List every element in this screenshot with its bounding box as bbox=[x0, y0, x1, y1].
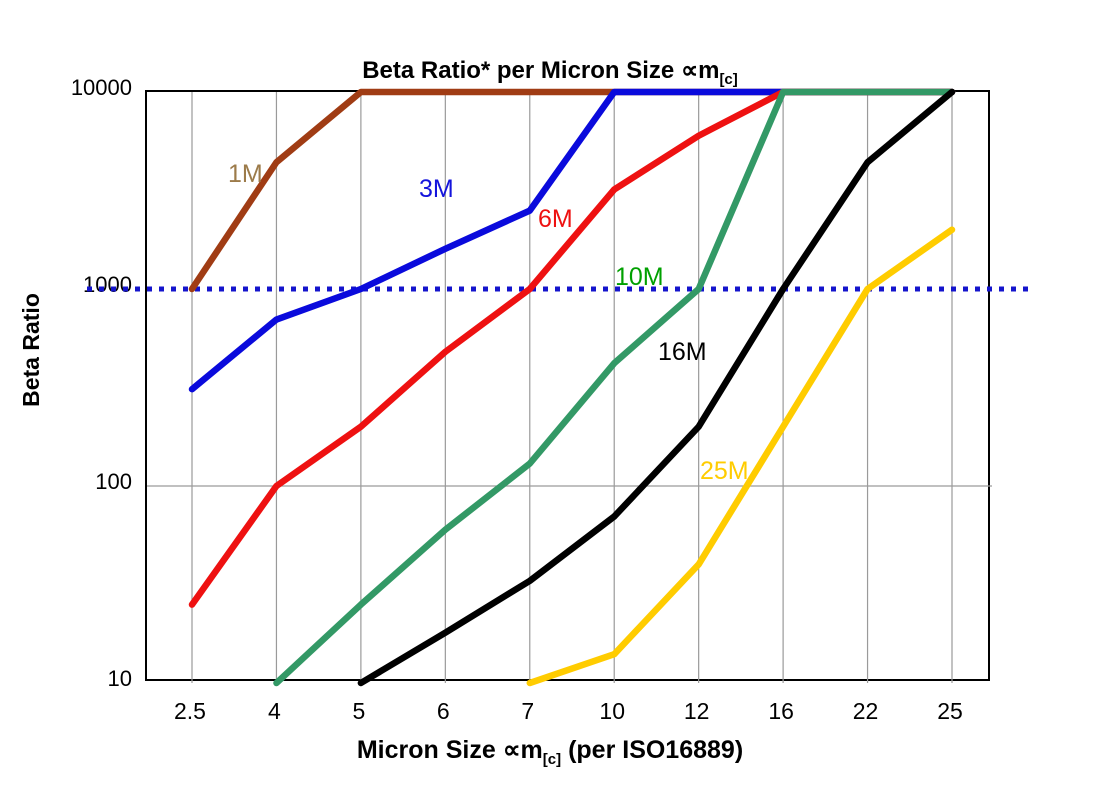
series-label-16m: 16M bbox=[658, 338, 707, 366]
gridlines bbox=[147, 92, 992, 683]
series-label-6m: 6M bbox=[538, 205, 573, 233]
chart-title-main: Beta Ratio* per Micron Size ∝m bbox=[362, 57, 720, 84]
x-tick-label: 7 bbox=[521, 698, 535, 724]
y-tick-label: 100 bbox=[95, 469, 132, 494]
series-line-10m bbox=[273, 88, 956, 687]
y-tick-label: 10000 bbox=[70, 75, 132, 100]
chart-title-subscript: [c] bbox=[719, 70, 738, 88]
x-tick-label: 16 bbox=[768, 698, 794, 724]
x-tick-label: 12 bbox=[683, 698, 710, 724]
plot-canvas bbox=[87, 88, 1028, 687]
x-axis-title-main: Micron Size ∝m bbox=[356, 736, 543, 764]
series-line-16m bbox=[357, 88, 956, 687]
x-tick-label: 4 bbox=[268, 698, 281, 724]
x-tick-label: 6 bbox=[436, 698, 450, 724]
y-axis-title: Beta Ratio bbox=[18, 293, 44, 407]
series-line-1m bbox=[188, 88, 956, 293]
series-line-6m bbox=[188, 88, 956, 608]
series-label-25m: 25M bbox=[700, 457, 749, 485]
x-tick-label: 25 bbox=[937, 698, 963, 724]
series-line-25m bbox=[526, 226, 956, 687]
series-label-10m: 10M bbox=[615, 263, 664, 291]
x-axis-title: Micron Size ∝m[c] (per ISO16889) bbox=[0, 735, 1100, 768]
x-tick-label: 22 bbox=[852, 698, 879, 724]
series-label-1m: 1M bbox=[228, 160, 263, 188]
x-axis-title-subscript: [c] bbox=[542, 751, 562, 768]
x-tick-label: 10 bbox=[599, 698, 626, 724]
x-tick-label: 2.5 bbox=[174, 698, 206, 724]
series-label-3m: 3M bbox=[419, 175, 454, 203]
x-axis-title-tail: (per ISO16889) bbox=[561, 736, 744, 764]
y-tick-label: 1000 bbox=[83, 272, 132, 297]
y-tick-label: 10 bbox=[107, 666, 132, 691]
series-lines bbox=[188, 88, 956, 687]
x-tick-label: 5 bbox=[352, 698, 366, 724]
chart-title: Beta Ratio* per Micron Size ∝m[c] bbox=[0, 56, 1100, 88]
plot-area bbox=[87, 88, 1028, 687]
